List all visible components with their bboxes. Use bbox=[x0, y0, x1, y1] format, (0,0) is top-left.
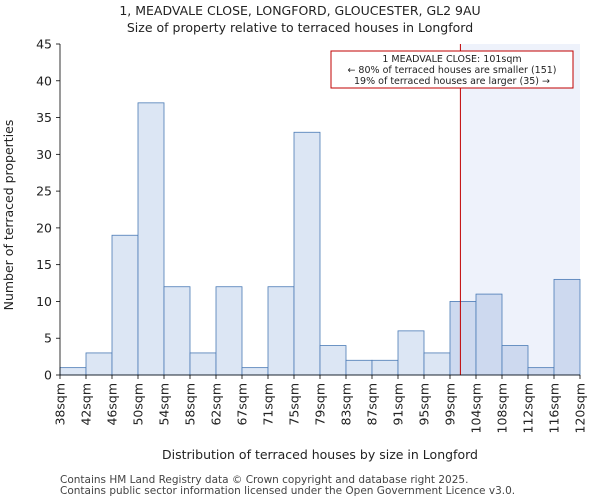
bar-116sqm bbox=[553, 278, 581, 376]
x-tick-label: 120sqm bbox=[573, 383, 588, 433]
x-tick-label: 62sqm bbox=[209, 383, 224, 426]
y-tick-label: 15 bbox=[36, 257, 52, 272]
annotation-rect bbox=[330, 50, 574, 89]
y-tick-label: 20 bbox=[36, 220, 52, 235]
bar-91sqm bbox=[397, 330, 425, 376]
bar-112sqm bbox=[527, 367, 555, 376]
x-tick-label: 58sqm bbox=[183, 383, 198, 426]
x-tick-label: 95sqm bbox=[417, 383, 432, 426]
bar-95sqm bbox=[423, 352, 451, 376]
bar-50sqm bbox=[137, 102, 165, 376]
bars-group bbox=[59, 102, 581, 376]
bar-104sqm bbox=[475, 293, 503, 376]
annotation-line-3: 19% of terraced houses are larger (35) → bbox=[354, 76, 550, 87]
bar-42sqm bbox=[85, 352, 113, 376]
x-tick-label: 54sqm bbox=[157, 383, 172, 426]
bar-62sqm bbox=[215, 286, 243, 376]
bar-87sqm bbox=[371, 359, 399, 376]
bar-83sqm bbox=[345, 359, 373, 376]
x-tick-label: 67sqm bbox=[235, 383, 250, 426]
y-tick-label: 25 bbox=[36, 184, 52, 199]
y-tick-label: 35 bbox=[36, 110, 52, 125]
bar-46sqm bbox=[111, 234, 139, 376]
annotation-line-1: 1 MEADVALE CLOSE: 101sqm bbox=[382, 54, 521, 65]
annotation-box: 1 MEADVALE CLOSE: 101sqm ← 80% of terrac… bbox=[330, 50, 574, 89]
y-tick-label: 45 bbox=[36, 37, 52, 52]
x-tick-label: 116sqm bbox=[547, 383, 562, 433]
chart-subtitle: Size of property relative to terraced ho… bbox=[127, 20, 473, 35]
bar-108sqm bbox=[501, 345, 529, 376]
x-tick-label: 99sqm bbox=[443, 383, 458, 426]
x-tick-label: 50sqm bbox=[131, 383, 146, 426]
y-tick-label: 0 bbox=[44, 368, 52, 383]
bar-54sqm bbox=[163, 286, 191, 376]
bar-38sqm bbox=[59, 367, 87, 376]
x-tick-label: 42sqm bbox=[79, 383, 94, 426]
x-ticks: 38sqm 42sqm 46sqm 50sqm 54sqm 58sqm 62sqm 67sqm… bbox=[53, 375, 588, 433]
x-tick-label: 46sqm bbox=[105, 383, 120, 426]
bar-58sqm bbox=[189, 352, 217, 376]
x-tick-label: 75sqm bbox=[287, 383, 302, 426]
x-tick-label: 108sqm bbox=[495, 383, 510, 433]
x-tick-label: 38sqm bbox=[53, 383, 68, 426]
x-tick-label: 91sqm bbox=[391, 383, 406, 426]
x-tick-label: 87sqm bbox=[365, 383, 380, 426]
bar-79sqm bbox=[319, 345, 347, 376]
bar-75sqm bbox=[293, 131, 321, 376]
bar-71sqm bbox=[267, 286, 295, 376]
bar-67sqm bbox=[241, 367, 269, 376]
footer-line-1: Contains HM Land Registry data © Crown c… bbox=[60, 474, 468, 486]
chart-title: 1, MEADVALE CLOSE, LONGFORD, GLOUCESTER,… bbox=[119, 3, 480, 18]
y-ticks: 0 5 10 15 20 25 30 35 40 45 bbox=[36, 37, 60, 383]
y-tick-label: 40 bbox=[36, 73, 52, 88]
bar-99sqm bbox=[449, 301, 477, 376]
x-tick-label: 79sqm bbox=[313, 383, 328, 426]
y-tick-label: 5 bbox=[44, 331, 52, 346]
x-tick-label: 71sqm bbox=[261, 383, 276, 426]
y-axis-label: Number of terraced properties bbox=[1, 120, 16, 311]
x-tick-label: 83sqm bbox=[339, 383, 354, 426]
y-tick-label: 30 bbox=[36, 147, 52, 162]
footer-line-2: Contains public sector information licen… bbox=[60, 485, 515, 497]
annotation-line-2: ← 80% of terraced houses are smaller (15… bbox=[347, 65, 556, 76]
x-axis-label: Distribution of terraced houses by size … bbox=[162, 447, 478, 462]
y-tick-label: 10 bbox=[36, 294, 52, 309]
x-tick-label: 112sqm bbox=[521, 383, 536, 433]
x-tick-label: 104sqm bbox=[469, 383, 484, 433]
